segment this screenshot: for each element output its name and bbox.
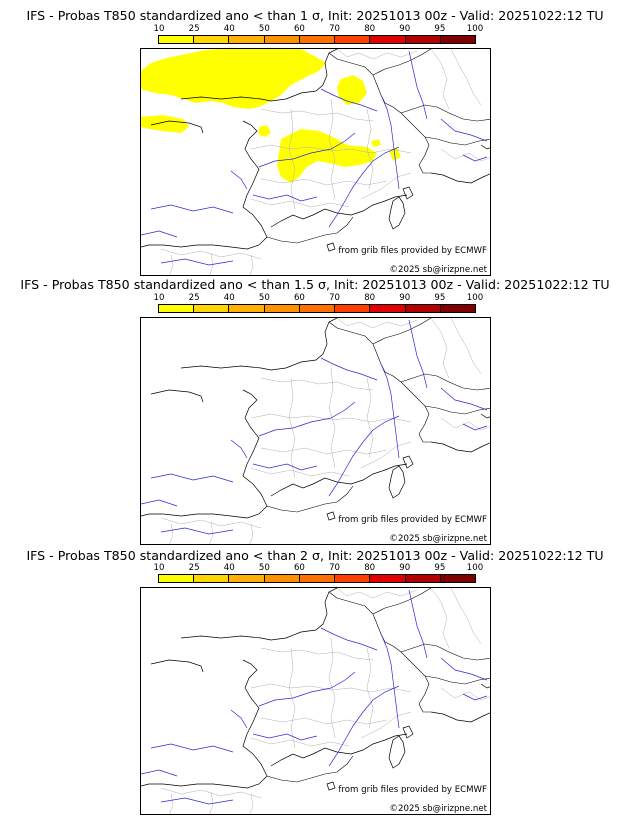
colorbar-swatch — [159, 575, 195, 582]
coastline — [141, 588, 490, 791]
colorbar-swatch — [159, 305, 195, 312]
colorbar-swatch — [194, 305, 230, 312]
map-canvas — [141, 49, 490, 275]
colorbar-tick-label: 90 — [399, 293, 411, 303]
panel-title: IFS - Probas T850 standardized ano < tha… — [26, 548, 604, 563]
colorbar-tick-label: 80 — [364, 24, 376, 34]
colorbar-tick-label: 60 — [293, 24, 305, 34]
national-borders — [266, 588, 490, 783]
colorbar-tick-label: 60 — [293, 293, 305, 303]
source-credit: from grib files provided by ECMWF — [338, 246, 487, 256]
colorbar-swatch — [229, 575, 265, 582]
colorbar-swatch — [440, 305, 475, 312]
map-canvas — [141, 318, 490, 544]
colorbar-swatch — [405, 36, 441, 43]
colorbar-tick-label: 50 — [258, 293, 270, 303]
rivers — [141, 589, 488, 805]
colorbar-swatch — [335, 575, 371, 582]
colorbar-swatch — [264, 305, 300, 312]
colorbar-tick-label: 100 — [466, 24, 484, 34]
colorbar-tick-label: 25 — [188, 293, 200, 303]
colorbar-tick-label: 100 — [466, 563, 484, 573]
colorbar-swatch — [299, 575, 336, 582]
colorbar-tick-label: 25 — [188, 24, 200, 34]
colorbar-tick-label: 95 — [434, 563, 446, 573]
forecast-map: from grib files provided by ECMWF ©2025 … — [140, 48, 491, 276]
national-borders — [266, 49, 490, 244]
rivers — [141, 319, 488, 535]
colorbar-swatches — [158, 35, 476, 44]
map-canvas — [141, 588, 490, 814]
colorbar-swatch — [229, 36, 265, 43]
national-borders — [266, 318, 490, 513]
copyright-credit: ©2025 sb@irizpne.net — [389, 265, 487, 275]
colorbar-tick-label: 70 — [329, 24, 341, 34]
colorbar-swatches — [158, 304, 476, 313]
colorbar-tick-label: 90 — [399, 563, 411, 573]
colorbar-tick-label: 50 — [258, 563, 270, 573]
colorbar-tick-label: 40 — [223, 24, 235, 34]
colorbar-swatch — [370, 575, 406, 582]
colorbar-ticks: 10 25 40 50 60 70 80 90 95 100 — [154, 24, 484, 35]
colorbar-tick-label: 70 — [329, 293, 341, 303]
colorbar-swatch — [335, 36, 371, 43]
copyright-credit: ©2025 sb@irizpne.net — [389, 534, 487, 544]
colorbar-swatch — [264, 575, 300, 582]
colorbar-swatch — [370, 36, 406, 43]
panel-title: IFS - Probas T850 standardized ano < tha… — [26, 8, 604, 23]
colorbar-tick-label: 60 — [293, 563, 305, 573]
source-credit: from grib files provided by ECMWF — [338, 515, 487, 525]
colorbar-swatch — [299, 305, 336, 312]
colorbar-tick-label: 80 — [364, 293, 376, 303]
colorbar-swatch — [264, 36, 300, 43]
colorbar-tick-label: 90 — [399, 24, 411, 34]
colorbar-tick-label: 10 — [153, 293, 165, 303]
colorbar-swatch — [299, 36, 336, 43]
colorbar-swatch — [335, 305, 371, 312]
colorbar-swatch — [229, 305, 265, 312]
probability-area — [141, 49, 401, 183]
regional-borders — [160, 588, 490, 814]
colorbar-ticks: 10 25 40 50 60 70 80 90 95 100 — [154, 293, 484, 304]
colorbar-swatch — [440, 575, 475, 582]
coastline — [141, 318, 490, 521]
copyright-credit: ©2025 sb@irizpne.net — [389, 804, 487, 814]
regional-borders — [160, 49, 490, 275]
colorbar-tick-label: 10 — [153, 563, 165, 573]
colorbar-tick-label: 95 — [434, 24, 446, 34]
colorbar-swatch — [194, 575, 230, 582]
forecast-map: from grib files provided by ECMWF ©2025 … — [140, 317, 491, 545]
colorbar-tick-label: 40 — [223, 563, 235, 573]
colorbar-tick-label: 10 — [153, 24, 165, 34]
colorbar-tick-label: 100 — [466, 293, 484, 303]
colorbar-swatch — [159, 36, 195, 43]
colorbar-tick-label: 70 — [329, 563, 341, 573]
colorbar-tick-label: 80 — [364, 563, 376, 573]
colorbar-swatch — [194, 36, 230, 43]
forecast-map: from grib files provided by ECMWF ©2025 … — [140, 587, 491, 815]
source-credit: from grib files provided by ECMWF — [338, 785, 487, 795]
colorbar-tick-label: 40 — [223, 293, 235, 303]
colorbar-swatches — [158, 574, 476, 583]
colorbar-tick-label: 25 — [188, 563, 200, 573]
colorbar-swatch — [405, 305, 441, 312]
panel-title: IFS - Probas T850 standardized ano < tha… — [20, 277, 610, 292]
rivers — [141, 50, 488, 266]
colorbar-swatch — [370, 305, 406, 312]
coastline — [141, 49, 490, 252]
colorbar-ticks: 10 25 40 50 60 70 80 90 95 100 — [154, 563, 484, 574]
regional-borders — [160, 318, 490, 544]
colorbar-tick-label: 95 — [434, 293, 446, 303]
colorbar-swatch — [440, 36, 475, 43]
colorbar-tick-label: 50 — [258, 24, 270, 34]
colorbar-swatch — [405, 575, 441, 582]
